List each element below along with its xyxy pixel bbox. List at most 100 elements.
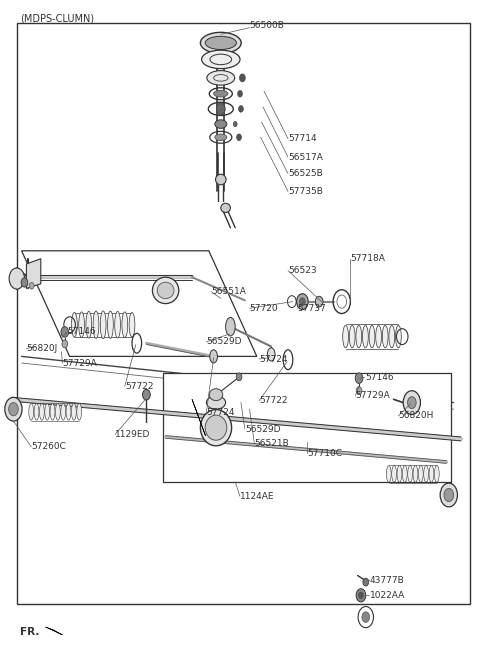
Ellipse shape xyxy=(207,71,235,85)
Ellipse shape xyxy=(34,404,39,420)
Ellipse shape xyxy=(382,325,388,348)
Ellipse shape xyxy=(205,36,236,49)
Circle shape xyxy=(61,327,69,337)
Text: 43777B: 43777B xyxy=(370,576,404,585)
Circle shape xyxy=(143,389,150,400)
Text: 1124AE: 1124AE xyxy=(240,492,275,501)
Ellipse shape xyxy=(386,466,391,482)
Circle shape xyxy=(239,106,243,112)
Circle shape xyxy=(440,483,457,507)
Ellipse shape xyxy=(77,404,82,420)
Ellipse shape xyxy=(434,466,439,482)
Ellipse shape xyxy=(369,325,375,348)
Ellipse shape xyxy=(108,311,113,339)
Ellipse shape xyxy=(429,466,434,482)
Circle shape xyxy=(403,391,420,414)
Ellipse shape xyxy=(362,325,368,348)
Text: 57146: 57146 xyxy=(67,327,96,337)
Text: 56521B: 56521B xyxy=(254,439,289,448)
Bar xyxy=(17,23,470,604)
Text: (MDPS-CLUMN): (MDPS-CLUMN) xyxy=(20,13,94,24)
Ellipse shape xyxy=(397,466,402,482)
Text: 56820H: 56820H xyxy=(398,411,434,420)
Circle shape xyxy=(356,589,366,602)
Ellipse shape xyxy=(419,466,423,482)
Polygon shape xyxy=(22,251,257,356)
Text: 56551A: 56551A xyxy=(211,287,246,296)
Ellipse shape xyxy=(356,325,361,348)
Ellipse shape xyxy=(122,312,128,337)
Text: 57146: 57146 xyxy=(365,373,394,382)
Circle shape xyxy=(363,578,369,586)
Text: 56529D: 56529D xyxy=(245,424,280,434)
Ellipse shape xyxy=(79,312,84,337)
Text: 57720: 57720 xyxy=(250,304,278,313)
Ellipse shape xyxy=(216,103,225,115)
Ellipse shape xyxy=(209,389,223,401)
Ellipse shape xyxy=(206,396,226,409)
Circle shape xyxy=(237,134,241,141)
Text: 56500B: 56500B xyxy=(250,20,285,30)
Ellipse shape xyxy=(215,120,227,128)
Circle shape xyxy=(362,612,370,622)
Ellipse shape xyxy=(210,350,217,363)
Circle shape xyxy=(238,90,242,97)
Bar xyxy=(163,373,451,482)
Ellipse shape xyxy=(153,277,179,304)
Ellipse shape xyxy=(66,404,71,420)
Ellipse shape xyxy=(408,466,412,482)
Ellipse shape xyxy=(29,404,34,420)
Text: 57714: 57714 xyxy=(288,134,317,143)
Text: 1022AA: 1022AA xyxy=(370,591,405,601)
Text: 56517A: 56517A xyxy=(288,152,323,162)
Polygon shape xyxy=(26,259,41,288)
Text: 57722: 57722 xyxy=(125,381,153,391)
Circle shape xyxy=(356,387,362,395)
Ellipse shape xyxy=(376,325,382,348)
Ellipse shape xyxy=(424,466,429,482)
Text: 57718A: 57718A xyxy=(350,254,385,263)
Text: 57737: 57737 xyxy=(298,304,326,313)
Polygon shape xyxy=(46,627,62,635)
Text: 57260C: 57260C xyxy=(31,442,66,451)
Circle shape xyxy=(355,373,363,383)
Polygon shape xyxy=(192,399,205,436)
Ellipse shape xyxy=(72,404,76,420)
Text: 56529D: 56529D xyxy=(206,337,242,346)
Ellipse shape xyxy=(389,325,395,348)
Circle shape xyxy=(233,121,237,127)
Text: 57710C: 57710C xyxy=(307,449,342,458)
Ellipse shape xyxy=(226,317,235,336)
Circle shape xyxy=(297,294,308,310)
Ellipse shape xyxy=(396,325,401,348)
Ellipse shape xyxy=(214,90,228,97)
Ellipse shape xyxy=(72,313,77,337)
Ellipse shape xyxy=(129,313,135,337)
Text: 56523: 56523 xyxy=(288,266,317,275)
Circle shape xyxy=(240,74,245,82)
Ellipse shape xyxy=(202,50,240,69)
Text: 57729A: 57729A xyxy=(62,358,97,368)
Circle shape xyxy=(300,298,305,306)
Text: 1129ED: 1129ED xyxy=(115,430,151,439)
Ellipse shape xyxy=(402,466,407,482)
Ellipse shape xyxy=(392,466,396,482)
Ellipse shape xyxy=(61,404,66,420)
Circle shape xyxy=(236,373,242,381)
Ellipse shape xyxy=(215,134,227,141)
Ellipse shape xyxy=(86,312,92,338)
Ellipse shape xyxy=(413,466,418,482)
Ellipse shape xyxy=(201,409,231,446)
Ellipse shape xyxy=(216,174,226,185)
Ellipse shape xyxy=(343,325,348,348)
Text: 57735B: 57735B xyxy=(288,187,323,196)
Ellipse shape xyxy=(56,404,60,420)
Circle shape xyxy=(62,340,68,348)
Ellipse shape xyxy=(115,312,120,338)
Circle shape xyxy=(9,403,18,416)
Ellipse shape xyxy=(45,404,49,420)
Text: 57724: 57724 xyxy=(206,408,235,417)
Circle shape xyxy=(444,488,454,502)
Circle shape xyxy=(315,296,323,307)
Text: 57729A: 57729A xyxy=(355,391,390,401)
